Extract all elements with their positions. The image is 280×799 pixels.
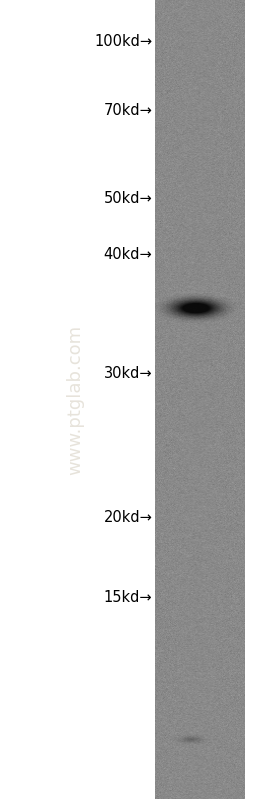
Text: 50kd→: 50kd→ bbox=[104, 191, 152, 205]
Bar bbox=[0, 0, 155, 799]
Text: 40kd→: 40kd→ bbox=[104, 247, 152, 261]
Text: 30kd→: 30kd→ bbox=[104, 367, 152, 381]
Text: 20kd→: 20kd→ bbox=[103, 511, 152, 525]
Text: 70kd→: 70kd→ bbox=[103, 103, 152, 117]
Text: 100kd→: 100kd→ bbox=[94, 34, 152, 49]
Text: www.ptglab.com: www.ptglab.com bbox=[67, 324, 85, 475]
Bar bbox=[245, 0, 280, 799]
Text: 15kd→: 15kd→ bbox=[104, 590, 152, 605]
